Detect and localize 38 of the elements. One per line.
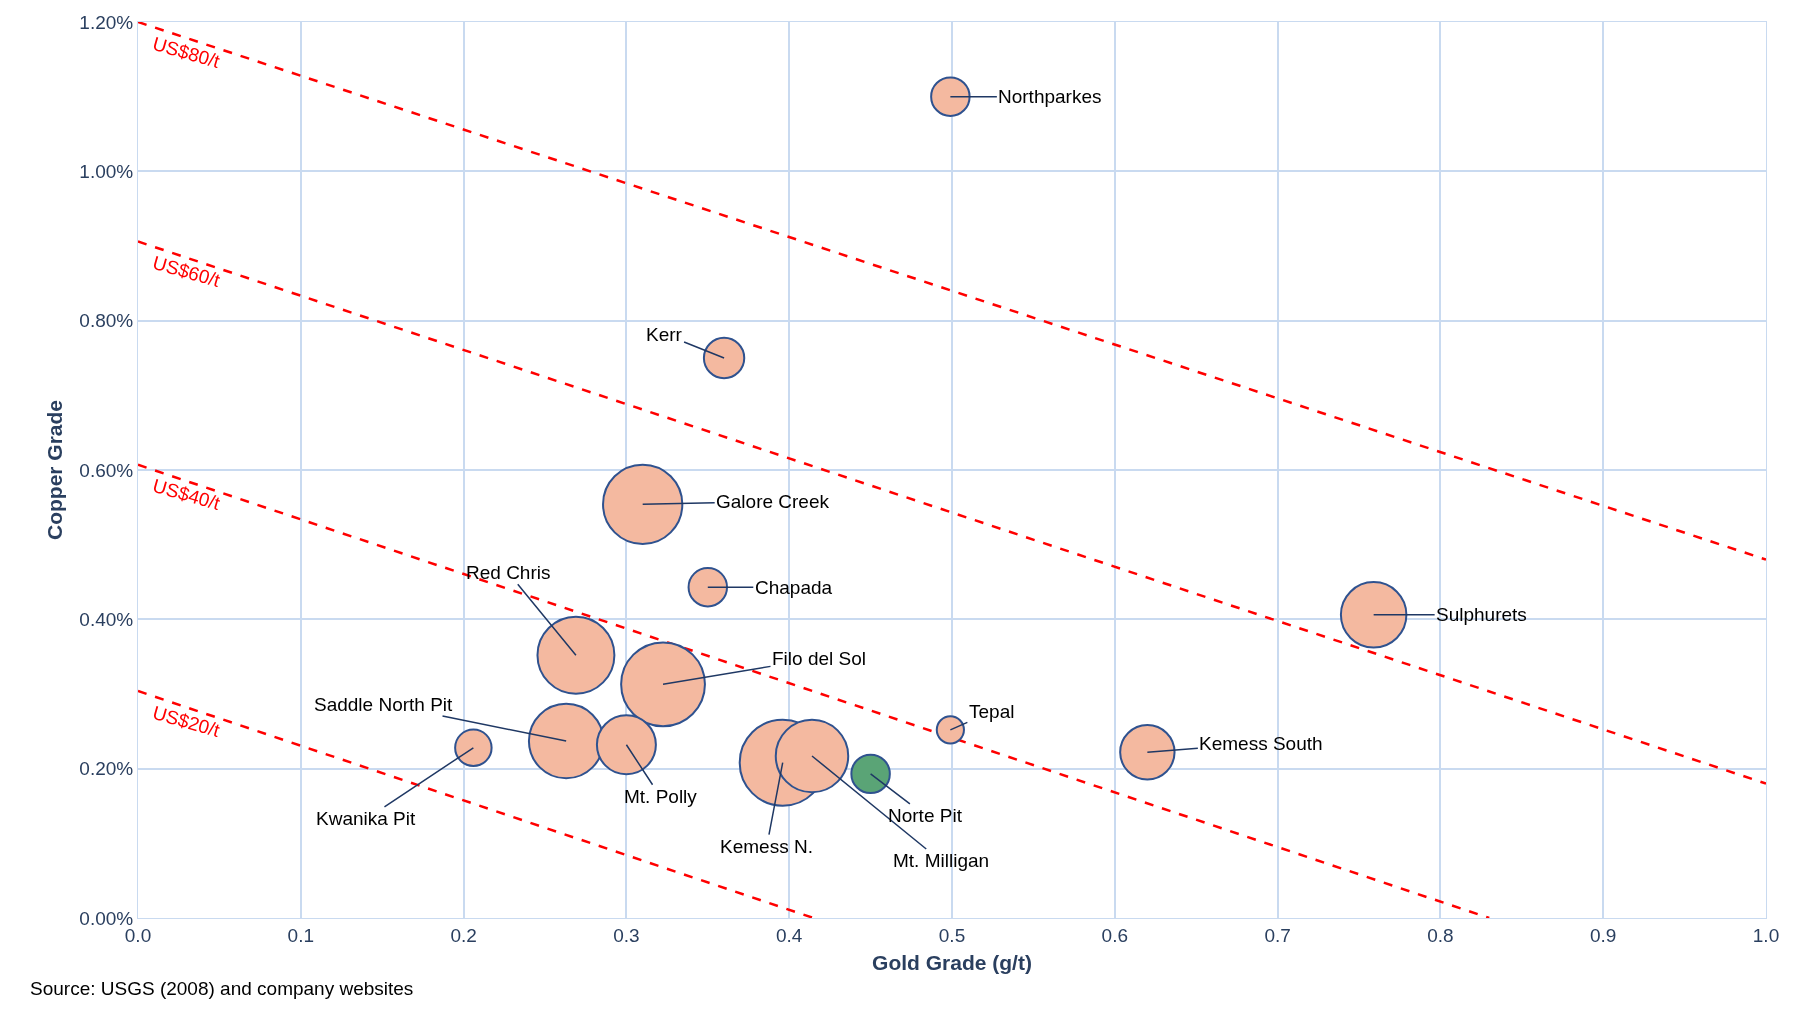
source-note: Source: USGS (2008) and company websites xyxy=(30,978,414,999)
annotation: Saddle North Pit xyxy=(314,694,454,715)
x-tick-label: 0.9 xyxy=(1589,924,1617,946)
annotation: Kemess N. xyxy=(720,836,813,857)
annotation: Filo del Sol xyxy=(772,648,866,669)
text: US$40/t xyxy=(150,474,223,515)
y-tick-label: 0.40% xyxy=(79,608,134,630)
x-tick-label: 0.5 xyxy=(938,924,966,946)
y-tick-label: 1.20% xyxy=(79,11,134,33)
annotation: Kwanika Pit xyxy=(316,808,416,829)
y-axis-title: Copper Grade xyxy=(43,399,67,541)
annotation: Mt. Polly xyxy=(624,786,698,807)
text: US$60/t xyxy=(150,251,223,292)
x-tick-label: 0.3 xyxy=(613,924,640,946)
x-axis-title: Gold Grade (g/t) xyxy=(872,951,1032,974)
x-tick-label: 0.2 xyxy=(450,924,477,946)
x-tick-label: 0.8 xyxy=(1427,924,1454,946)
x-tick-label: 0.7 xyxy=(1264,924,1291,946)
annotation: Red Chris xyxy=(466,562,551,583)
y-tick-label: 0.60% xyxy=(79,459,134,481)
x-tick-label: 0.6 xyxy=(1101,924,1129,946)
annotation: Galore Creek xyxy=(716,491,830,512)
y-tick-label: 0.20% xyxy=(79,758,134,780)
y-tick-label: 1.00% xyxy=(79,160,134,182)
annotation: Kemess South xyxy=(1199,733,1323,754)
annotation: Sulphurets xyxy=(1436,604,1527,625)
annotation: Tepal xyxy=(969,701,1015,722)
annotation: Mt. Milligan xyxy=(893,850,990,871)
annotation: Northparkes xyxy=(998,86,1102,107)
annotation: Chapada xyxy=(755,577,833,598)
text: US$80/t xyxy=(150,32,223,73)
x-tick-label: 0.1 xyxy=(287,924,315,946)
x-tick-label: 1.0 xyxy=(1752,924,1780,946)
x-tick-label: 0.4 xyxy=(775,924,803,946)
y-tick-label: 0.80% xyxy=(79,310,134,332)
annotation: Norte Pit xyxy=(888,805,963,826)
annotation: Kerr xyxy=(646,324,683,345)
text: US$20/t xyxy=(150,701,223,742)
